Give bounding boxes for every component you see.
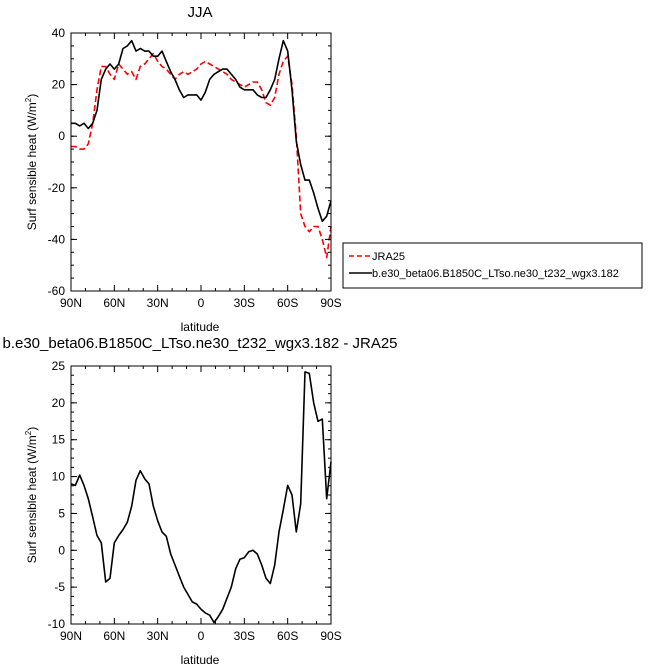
- bottom-x-tick-label: 90N: [60, 629, 82, 643]
- top-y-tick-label: 40: [52, 26, 66, 40]
- top-x-tick-label: 60N: [103, 296, 125, 310]
- top-chart-ylabel: Surf sensible heat (W/m2): [24, 94, 39, 231]
- bottom-chart: b.e30_beta06.B1850C_LTso.ne30_t232_wgx3.…: [2, 335, 397, 667]
- top-x-tick-label: 0: [198, 296, 205, 310]
- bottom-y-tick-label: 25: [52, 359, 66, 373]
- bottom-x-tick-label: 90S: [320, 629, 341, 643]
- top-x-tick-label: 90N: [60, 296, 82, 310]
- bottom-x-tick-label: 60N: [103, 629, 125, 643]
- top-x-tick-label: 30N: [147, 296, 169, 310]
- top-y-tick-label: 20: [52, 78, 66, 92]
- bottom-series-line-0: [70, 371, 332, 624]
- bottom-y-tick-label: 10: [52, 470, 66, 484]
- bottom-chart-title: b.e30_beta06.B1850C_LTso.ne30_t232_wgx3.…: [2, 335, 397, 352]
- top-plot-area: 90N 60N 30N 0 30S 60S 90S -60 -40 -20 0 20 40: [48, 26, 342, 310]
- bottom-x-tick-label: 30S: [234, 629, 255, 643]
- bottom-y-tick-label: 15: [52, 433, 66, 447]
- top-series-line-1: [71, 39, 332, 223]
- top-x-tick-label: 90S: [320, 296, 341, 310]
- top-x-tick-label: 30S: [234, 296, 255, 310]
- top-x-tick-label: 60S: [277, 296, 298, 310]
- legend-label-model: b.e30_beta06.B1850C_LTso.ne30_t232_wgx3.…: [372, 268, 619, 280]
- legend-label-jra25: JRA25: [372, 251, 405, 263]
- top-y-tick-label: -20: [48, 181, 66, 195]
- top-y-tick-label: 0: [58, 129, 65, 143]
- bottom-y-tick-label: -5: [54, 580, 65, 594]
- bottom-chart-ylabel: Surf sensible heat (W/m2): [24, 427, 39, 564]
- top-chart-title: JJA: [187, 4, 212, 21]
- top-y-tick-label: -60: [48, 284, 66, 298]
- bottom-y-tick-label: 0: [58, 543, 65, 557]
- top-plot-frame: [70, 32, 332, 292]
- top-chart: JJA 90N 60N 30N 0 30S 60S 90S -60 -40 -20 0 20 40 la…: [24, 4, 342, 334]
- bottom-plot-area: 90N 60N 30N 0 30S 60S 90S -10 -5 0 5 10 15 20 25: [48, 359, 342, 643]
- bottom-y-tick-label: 5: [58, 506, 65, 520]
- bottom-y-tick-label: 20: [52, 396, 66, 410]
- bottom-x-tick-label: 0: [198, 629, 205, 643]
- legend: JRA25 b.e30_beta06.B1850C_LTso.ne30_t232…: [342, 242, 643, 289]
- bottom-chart-xlabel: latitude: [181, 653, 220, 667]
- bottom-y-tick-label: -10: [48, 617, 66, 631]
- bottom-x-tick-label: 30N: [147, 629, 169, 643]
- bottom-x-tick-label: 60S: [277, 629, 298, 643]
- legend-box: [342, 242, 643, 289]
- top-y-tick-label: -40: [48, 232, 66, 246]
- top-chart-xlabel: latitude: [181, 320, 220, 334]
